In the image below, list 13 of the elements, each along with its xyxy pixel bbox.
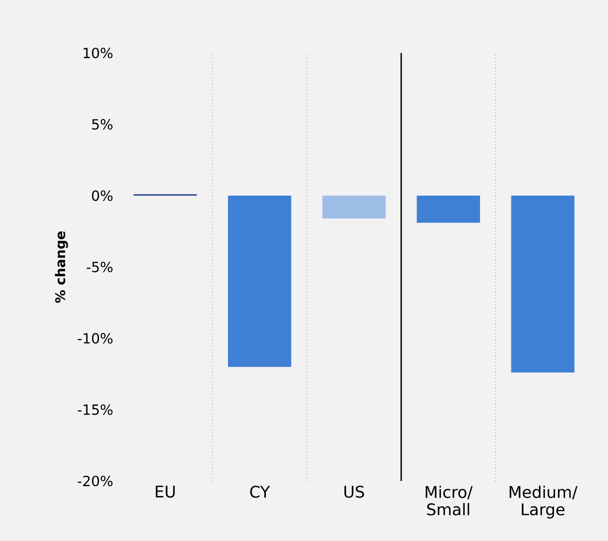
y-tick-label: 10%: [84, 48, 113, 58]
x-tick-label: EU: [156, 486, 175, 498]
x-tick-label: Medium/ Large: [510, 486, 578, 519]
y-tick-label: -20%: [78, 476, 113, 486]
y-tick-label: 0%: [92, 190, 113, 201]
y-axis-title: % change: [54, 231, 68, 303]
y-tick-label: -15%: [78, 404, 113, 415]
x-tick-label: CY: [250, 486, 270, 498]
y-tick-label: -5%: [86, 262, 113, 272]
x-tick-label: US: [344, 486, 364, 498]
y-tick-label: 5%: [92, 119, 113, 130]
x-tick-label: Micro/ Small: [426, 486, 473, 516]
y-tick-label: -10%: [78, 333, 113, 344]
